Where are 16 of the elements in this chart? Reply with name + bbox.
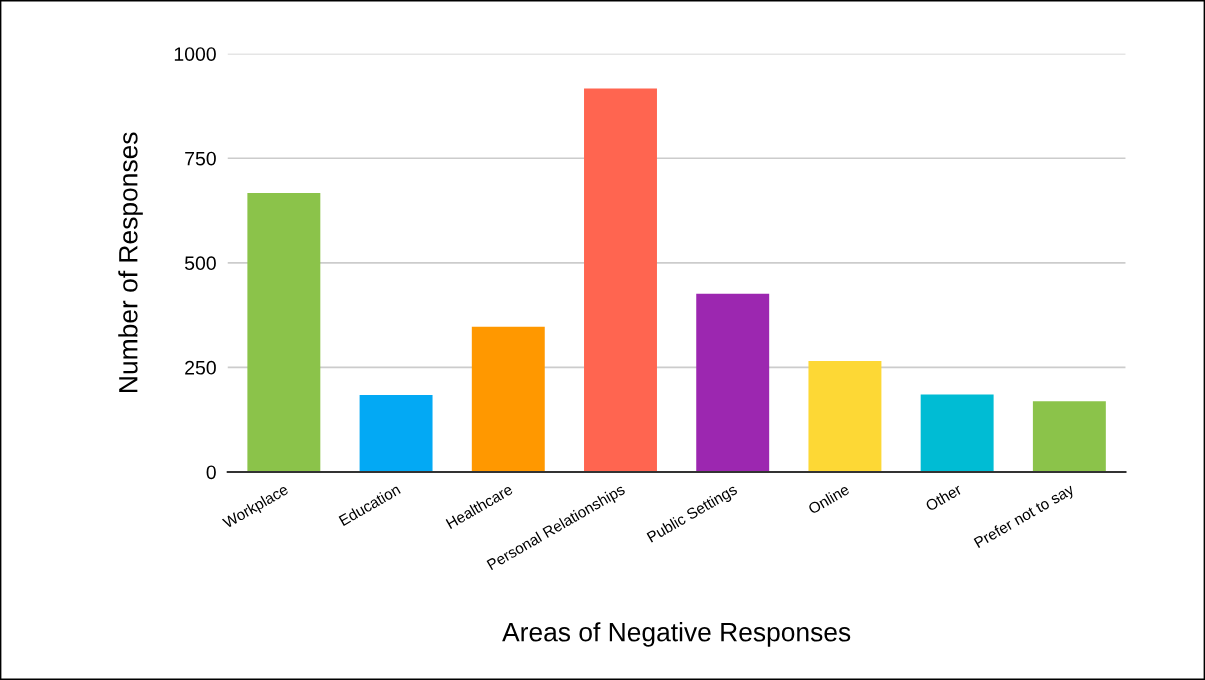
y-axis-title: Number of Responses [118, 132, 143, 392]
bar [696, 293, 770, 472]
bar [247, 192, 321, 472]
bar [1032, 401, 1106, 472]
x-tick-label: Other [924, 483, 963, 512]
bar [471, 326, 545, 472]
bar [920, 394, 994, 472]
y-tick-label: 500 [184, 256, 216, 271]
bar [359, 394, 433, 472]
y-tick-label: 1000 [174, 47, 216, 61]
y-tick-label: 0 [206, 465, 216, 480]
x-axis-title: Areas of Negative Responses [502, 622, 851, 647]
bar [808, 361, 882, 472]
y-tick-label: 750 [185, 151, 216, 166]
bar [584, 88, 657, 472]
y-tick-label: 250 [185, 360, 216, 375]
